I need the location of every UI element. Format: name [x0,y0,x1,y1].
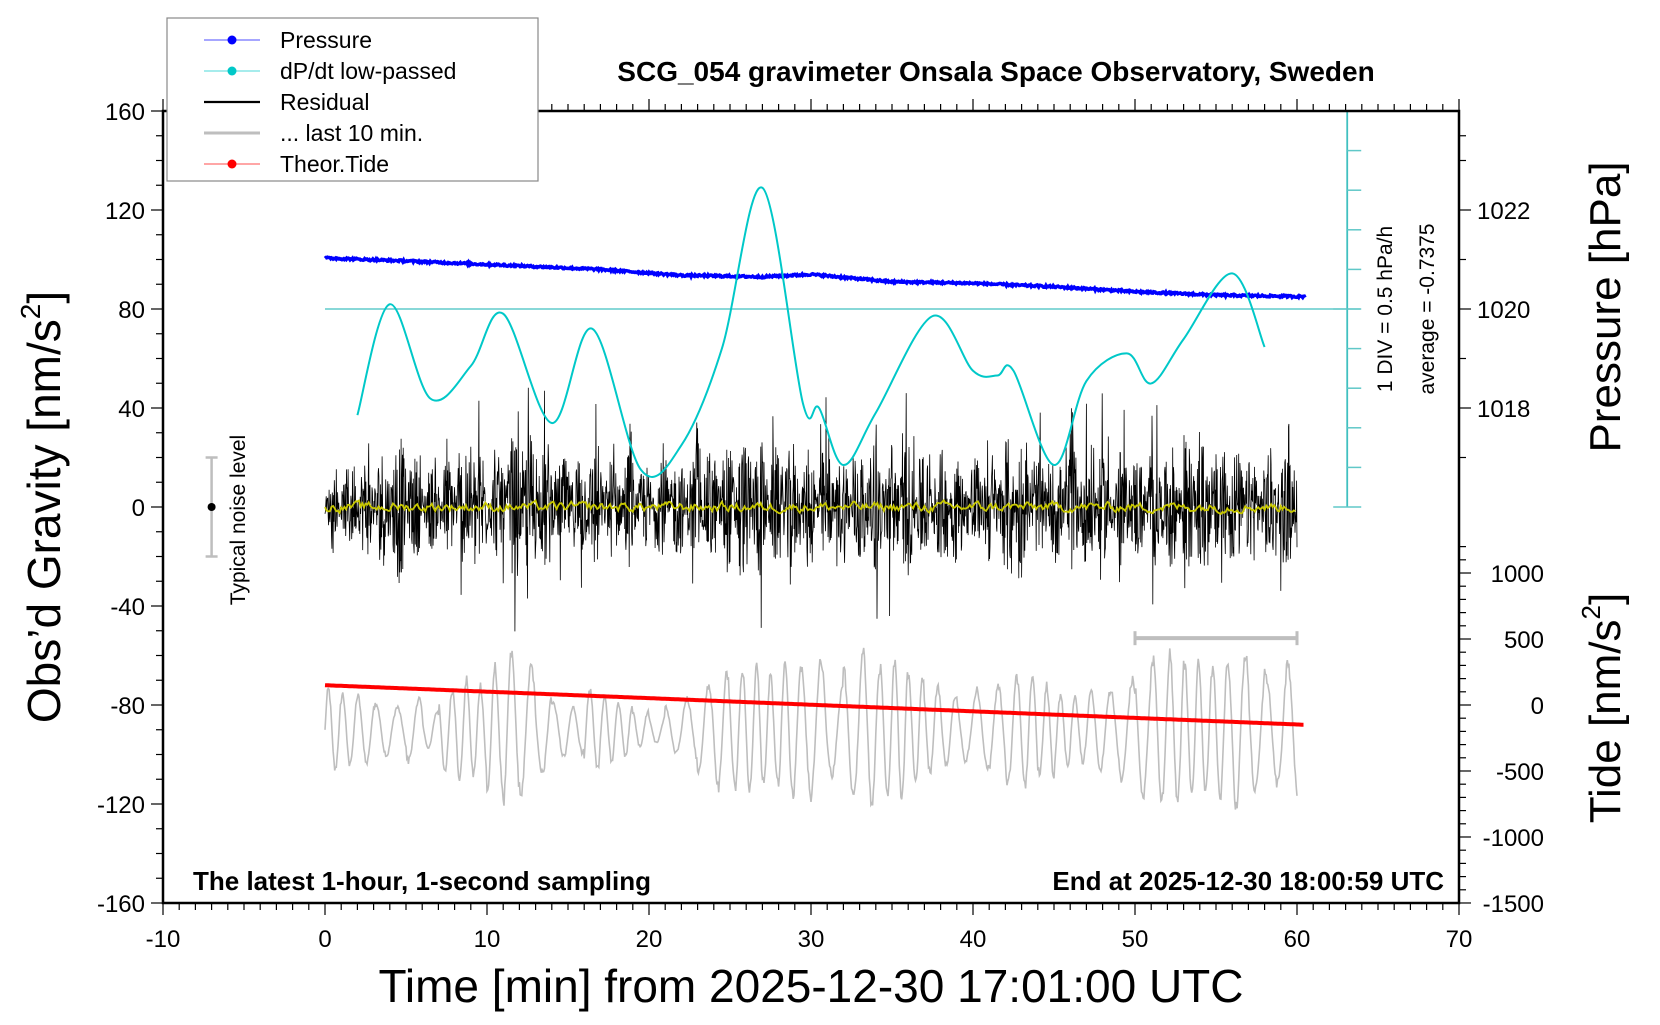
tide-tick-label: -1500 [1483,891,1544,918]
y-tick-label: 80 [118,297,145,324]
tide-axis-label-sup: 2 [1576,605,1606,619]
legend-swatch-dot [227,66,237,76]
tide-tick-label: -500 [1496,759,1544,786]
y-tick-label: -120 [97,792,145,819]
tide-tick-label: 0 [1531,693,1544,720]
dpdt-scale-label: 1 DIV = 0.5 hPa/h [1374,226,1397,392]
y-tick-label: -40 [110,594,145,621]
tide-axis-label-end: ] [1581,593,1630,605]
residual-smoothed-series [324,498,1296,516]
sampling-note: The latest 1-hour, 1-second sampling [193,866,651,896]
pressure-tick-label: 1020 [1477,297,1530,324]
noise-level-dot [207,503,216,511]
y-axis-label-sup: 2 [15,304,46,320]
dpdt-average-label: average = -0.7375 [1416,223,1439,394]
pressure-tick-label: 1018 [1477,396,1530,423]
legend-swatch-dot [227,35,237,45]
x-tick-label: 10 [474,926,501,953]
y-axis-label-end: ] [18,291,70,304]
last-10-min-series [324,647,1298,810]
pressure-series [323,255,1307,301]
noise-level-label: Typical noise level [227,435,250,605]
legend-box [166,17,539,182]
residual-series [324,387,1298,632]
x-tick-label: 50 [1122,926,1149,953]
tide-tick-label: 1000 [1491,561,1544,588]
legend-label: Pressure [280,27,372,53]
end-time-note: End at 2025-12-30 18:00:59 UTC [1052,866,1444,896]
pressure-axis-label: Pressure [hPa] [1581,161,1630,452]
x-tick-label: 40 [960,926,987,953]
tide-axis-label-text: Tide [nm/s [1581,619,1630,823]
legend-label: Theor.Tide [280,151,389,177]
y-tick-label: 120 [105,198,145,225]
tide-axis-label: Tide [nm/s2] [1576,593,1630,823]
tide-tick-label: -1000 [1483,825,1544,852]
chart-title: SCG_054 gravimeter Onsala Space Observat… [617,56,1374,87]
legend: Pressure dP/dt low-passed Residual ... last… [166,17,539,182]
legend-label: Residual [280,89,370,115]
y-tick-label: -80 [110,693,145,720]
dpdt-series [356,186,1266,478]
pressure-tick-label: 1022 [1477,198,1530,225]
y-tick-label: -160 [97,891,145,918]
x-tick-label: 20 [636,926,663,953]
x-axis-label: Time [min] from 2025-12-30 17:01:00 UTC [379,960,1244,1012]
plot-area [205,186,1361,810]
axes: -10 0 10 20 30 40 50 60 7016012080400-40-80-120-… [97,99,1544,953]
x-tick-label: -10 [146,926,181,953]
legend-label: dP/dt low-passed [280,58,456,84]
x-tick-label: 0 [318,926,331,953]
y-tick-label: 160 [105,99,145,126]
x-tick-label: 70 [1446,926,1473,953]
x-tick-label: 60 [1284,926,1311,953]
x-tick-label: 30 [798,926,825,953]
y-tick-label: 40 [118,396,145,423]
y-tick-label: 0 [132,495,145,522]
legend-swatch-dot [227,159,237,169]
theoretical-tide-series [324,683,1304,727]
tide-tick-label: 500 [1504,627,1544,654]
legend-label: ... last 10 min. [280,120,423,146]
y-axis-label: Obs’d Gravity [nm/s2] [15,291,70,723]
y-axis-label-text: Obs’d Gravity [nm/s [18,319,70,723]
